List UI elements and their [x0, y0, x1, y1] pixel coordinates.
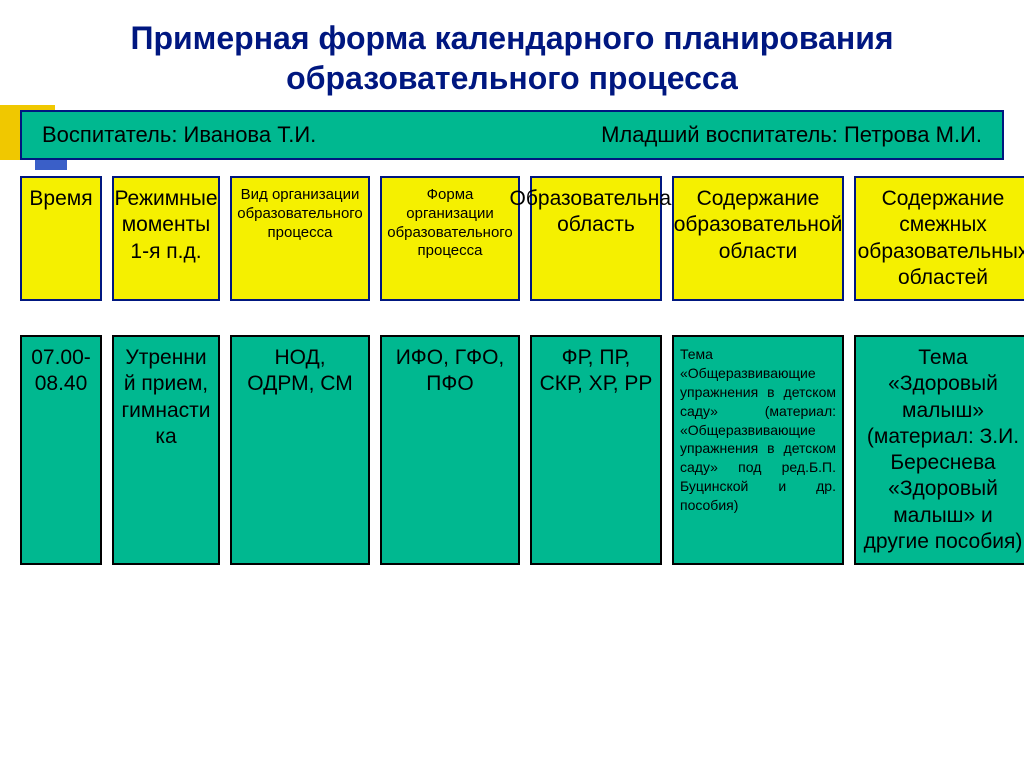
cell-regime: Утренний прием, гимнастика — [112, 335, 220, 565]
teacher-primary: Воспитатель: Иванова Т.И. — [42, 122, 316, 148]
page-title: Примерная форма календарного планировани… — [0, 0, 1024, 110]
cell-time: 07.00-08.40 — [20, 335, 102, 565]
col-header-regime: Режимные моменты 1-я п.д. — [112, 176, 220, 301]
teacher-banner: Воспитатель: Иванова Т.И. Младший воспит… — [20, 110, 1004, 160]
planning-grid: Время Режимные моменты 1-я п.д. Вид орга… — [0, 176, 1024, 565]
row-spacer — [20, 311, 1024, 325]
cell-content: Тема «Общеразвивающие упражнения в детск… — [672, 335, 844, 565]
teacher-assistant: Младший воспитатель: Петрова М.И. — [601, 122, 982, 148]
cell-area: ФР, ПР, СКР, ХР, РР — [530, 335, 662, 565]
cell-adjacent: Тема «Здоровый малыш» (материал: З.И. Бе… — [854, 335, 1024, 565]
cell-org-form: ИФО, ГФО, ПФО — [380, 335, 520, 565]
col-header-org-type: Вид организации образовательного процесс… — [230, 176, 370, 301]
col-header-area: Образовательная область — [530, 176, 662, 301]
col-header-content: Содержание образовательной области — [672, 176, 844, 301]
col-header-time: Время — [20, 176, 102, 301]
col-header-adjacent: Содержание смежных образовательных облас… — [854, 176, 1024, 301]
col-header-org-form: Форма организации образовательного проце… — [380, 176, 520, 301]
cell-org-type: НОД, ОДРМ, СМ — [230, 335, 370, 565]
